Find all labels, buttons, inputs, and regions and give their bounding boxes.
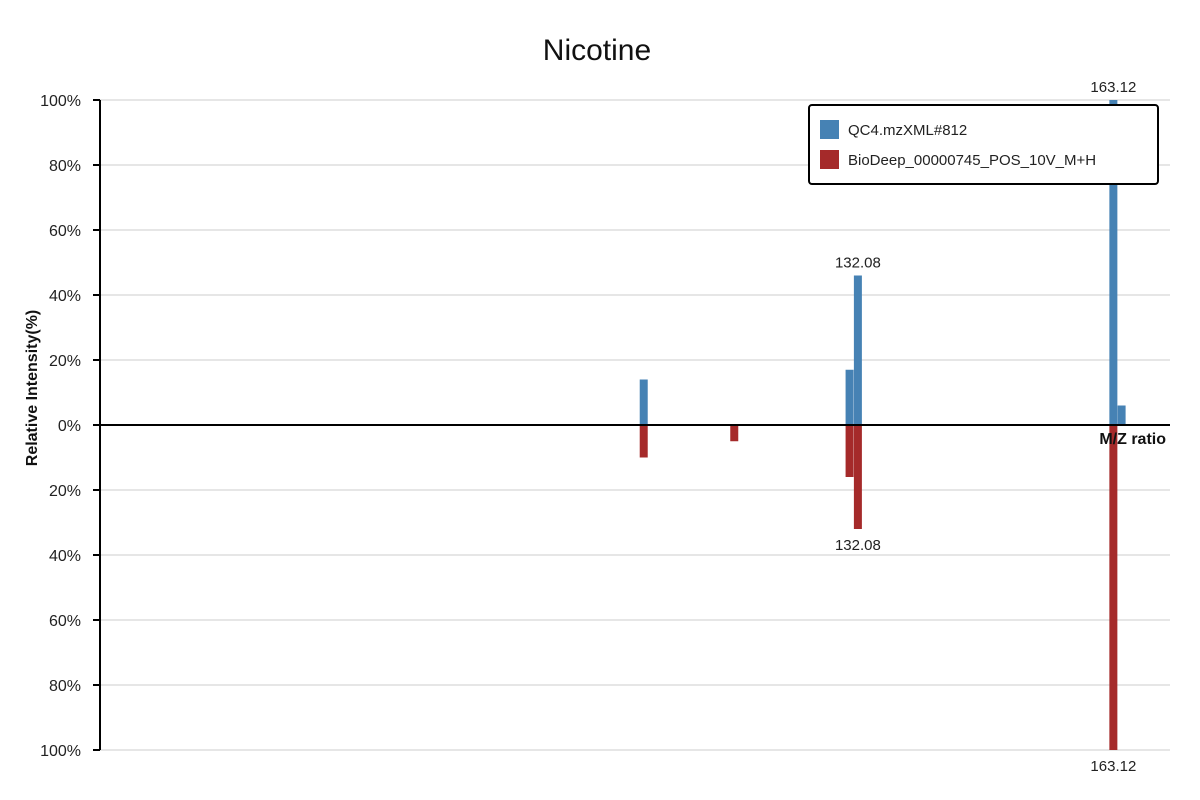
y-tick-label: 60% xyxy=(49,613,81,630)
y-ticks: 100% 80% 60% 40% 20% 0% 20% 40% 60% 80% 100% xyxy=(40,93,100,760)
y-tick-label: 100% xyxy=(40,743,81,760)
peak-label: 163.12 xyxy=(1090,79,1136,96)
peak-bar-reference xyxy=(853,425,862,529)
peak-label: 163.12 xyxy=(1090,758,1136,775)
y-tick-label: 80% xyxy=(49,678,81,695)
x-axis-label: M/Z ratio xyxy=(1099,431,1166,448)
bars xyxy=(639,100,1126,750)
peak-bar-sample xyxy=(845,369,854,425)
y-tick-label: 20% xyxy=(49,483,81,500)
legend-label-biodeep: BioDeep_00000745_POS_10V_M+H xyxy=(848,152,1096,169)
y-tick-label: 100% xyxy=(40,93,81,110)
peak-bar-reference xyxy=(730,425,739,442)
peak-bar-reference xyxy=(845,425,854,477)
legend-label-qc4: QC4.mzXML#812 xyxy=(848,122,967,139)
peak-labels: 163.12 132.08 132.08 163.12 xyxy=(835,79,1136,775)
y-tick-label: 0% xyxy=(58,418,81,435)
peak-bar-sample xyxy=(1117,405,1126,425)
peak-label: 132.08 xyxy=(835,255,881,272)
y-tick-label: 40% xyxy=(49,548,81,565)
chart-title: Nicotine xyxy=(543,34,651,67)
legend: QC4.mzXML#812 BioDeep_00000745_POS_10V_M… xyxy=(808,104,1159,185)
peak-bar-sample xyxy=(1109,100,1118,425)
y-tick-label: 40% xyxy=(49,288,81,305)
y-tick-label: 80% xyxy=(49,158,81,175)
peak-bar-reference xyxy=(1109,425,1118,750)
legend-swatch-qc4 xyxy=(820,120,839,139)
peak-label: 132.08 xyxy=(835,537,881,554)
y-tick-label: 20% xyxy=(49,353,81,370)
axes xyxy=(99,100,1170,750)
legend-box xyxy=(808,104,1159,185)
legend-swatch-biodeep xyxy=(820,150,839,169)
peak-bar-reference xyxy=(639,425,648,458)
y-axis-label: Relative Intensity(%) xyxy=(24,310,41,466)
peak-bar-sample xyxy=(639,379,648,425)
y-tick-label: 60% xyxy=(49,223,81,240)
peak-bar-sample xyxy=(853,275,862,425)
